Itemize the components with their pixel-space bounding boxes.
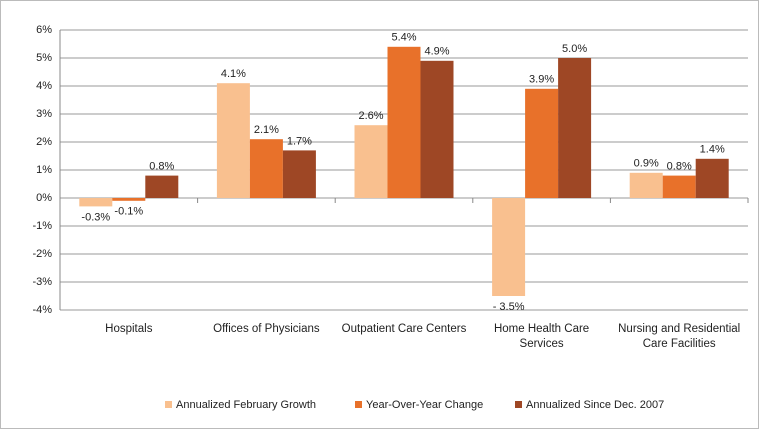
y-tick-label: -1% <box>32 220 52 232</box>
value-label: 5.4% <box>391 32 416 44</box>
bar <box>695 158 729 198</box>
x-tick-label: Nursing and Residential Care Facilities <box>618 323 741 350</box>
bar <box>525 88 559 198</box>
bar <box>629 172 663 198</box>
bar <box>558 58 592 198</box>
value-label: 0.8% <box>149 161 174 173</box>
value-label: 0.8% <box>667 161 692 173</box>
bar <box>420 60 454 198</box>
bar <box>79 198 113 207</box>
y-tick-label: 6% <box>36 24 52 36</box>
legend-swatch <box>355 401 362 408</box>
value-label: 3.9% <box>529 74 554 86</box>
value-label: 5.0% <box>562 43 587 55</box>
value-label: 1.4% <box>700 144 725 156</box>
y-tick-label: 0% <box>36 192 52 204</box>
legend-swatch <box>165 401 172 408</box>
bar <box>145 175 179 198</box>
value-label: 2.1% <box>254 124 279 136</box>
bar <box>492 198 526 296</box>
y-tick-label: 5% <box>36 52 52 64</box>
value-label: 1.7% <box>287 135 312 147</box>
bar <box>249 139 283 198</box>
bar <box>354 125 388 198</box>
value-label: -0.1% <box>114 206 143 218</box>
legend-label: Year-Over-Year Change <box>366 399 483 411</box>
value-label: - 3.5% <box>493 301 525 313</box>
value-label: 2.6% <box>358 110 383 122</box>
y-tick-label: 1% <box>36 164 52 176</box>
bar <box>282 150 316 198</box>
value-label: 4.9% <box>424 46 449 58</box>
value-label: 4.1% <box>221 68 246 80</box>
y-tick-label: 2% <box>36 136 52 148</box>
x-tick-label: Offices of Physicians <box>213 323 320 335</box>
x-tick-label: Home Health Care Services <box>493 323 590 350</box>
y-tick-label: -4% <box>32 304 52 316</box>
bar <box>662 175 696 198</box>
bar <box>216 83 250 198</box>
value-label: 0.9% <box>634 158 659 170</box>
y-tick-label: 3% <box>36 108 52 120</box>
value-label: -0.3% <box>81 211 110 223</box>
legend-label: Annualized February Growth <box>176 399 316 411</box>
legend-label: Annualized Since Dec. 2007 <box>526 399 664 411</box>
x-tick-label: Outpatient Care Centers <box>341 323 467 335</box>
bar <box>112 198 146 201</box>
y-tick-label: -2% <box>32 248 52 260</box>
y-tick-label: 4% <box>36 80 52 92</box>
x-tick-label: Hospitals <box>105 323 153 335</box>
legend-swatch <box>515 401 522 408</box>
y-tick-label: -3% <box>32 276 52 288</box>
bar <box>387 46 421 198</box>
